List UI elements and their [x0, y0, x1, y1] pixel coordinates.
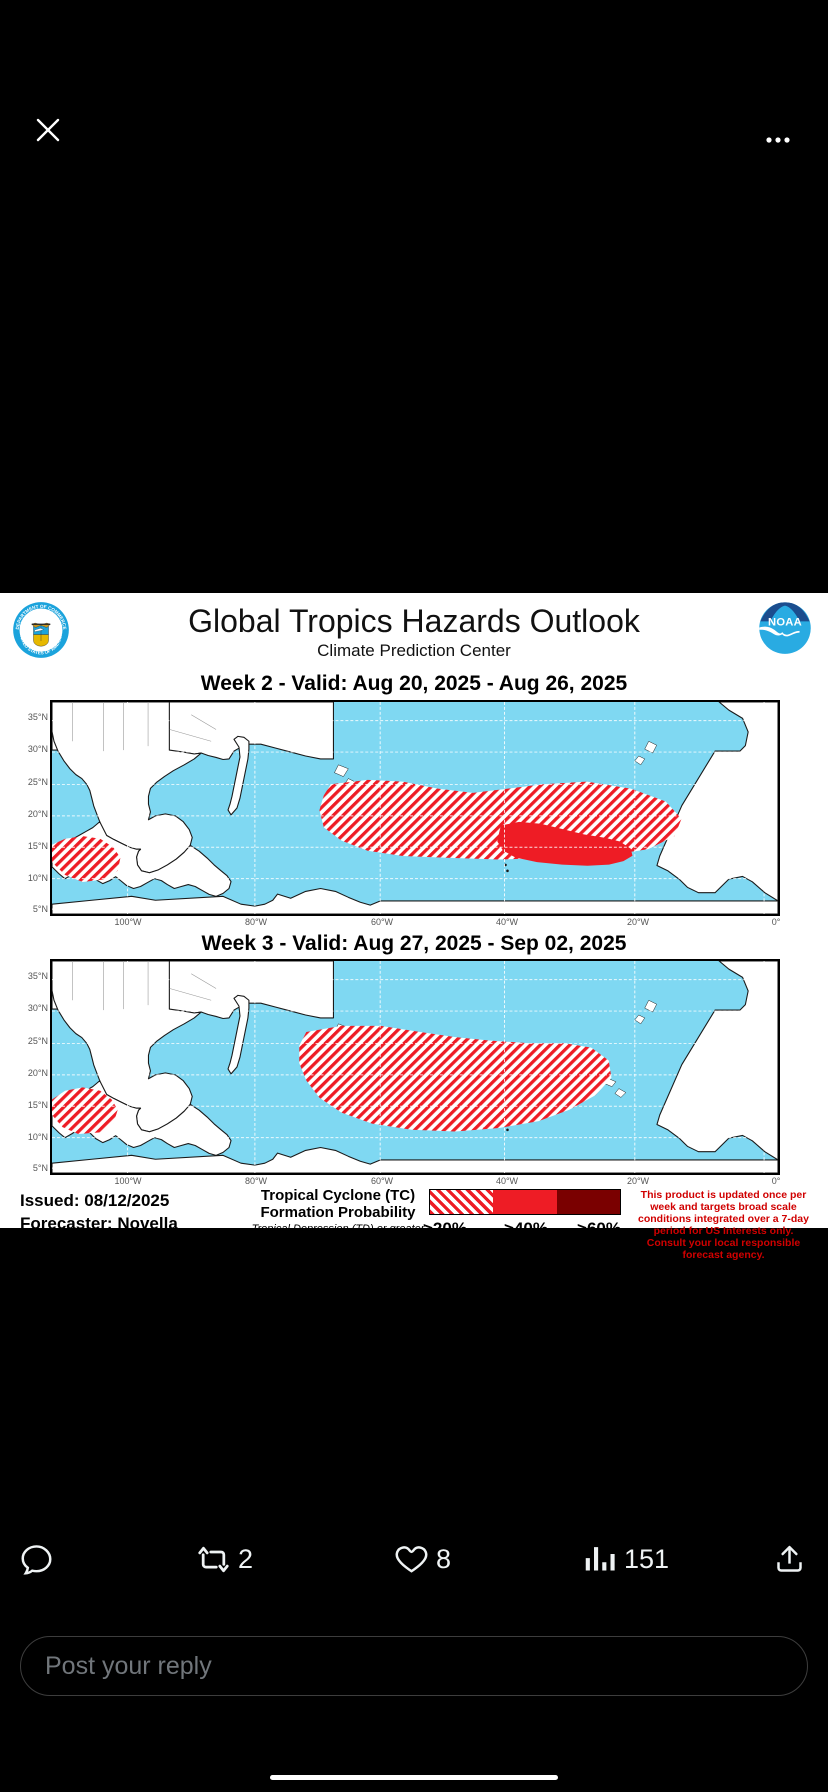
svg-text:NOAA: NOAA [768, 616, 802, 628]
